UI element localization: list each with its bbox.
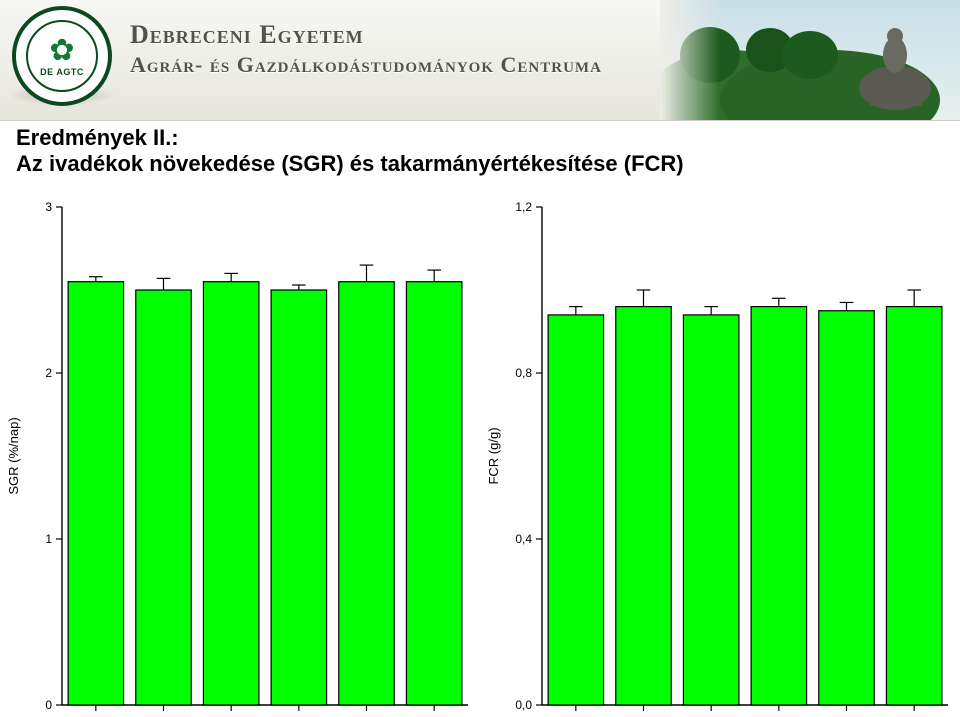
fcr-chart: 0,00,40,81,2FCR (g/g)KontrollCo50Mn50Zn5… — [480, 179, 960, 717]
slide-title: Eredmények II.: Az ivadékok növekedése (… — [0, 121, 960, 179]
svg-text:2: 2 — [45, 366, 52, 380]
svg-text:1: 1 — [45, 532, 52, 546]
university-crest: ✿ DE AGTC — [12, 6, 112, 106]
svg-text:3: 3 — [45, 200, 52, 214]
title-line1: Eredmények II.: — [16, 125, 944, 151]
banner-line1: Debreceni Egyetem — [130, 20, 602, 50]
banner-photo — [660, 0, 960, 120]
svg-text:FCR (g/g): FCR (g/g) — [486, 427, 501, 484]
university-banner: ✿ DE AGTC Debreceni Egyetem Agrár- és Ga… — [0, 0, 960, 121]
banner-line2: Agrár- és Gazdálkodástudományok Centruma — [130, 52, 602, 78]
sgr-chart: 0123SGR (%/nap)KontrollCo50Mn50Zn50CoZn5… — [0, 179, 480, 717]
svg-text:1,2: 1,2 — [515, 200, 532, 214]
svg-text:0,0: 0,0 — [515, 698, 532, 712]
svg-text:SGR (%/nap): SGR (%/nap) — [6, 417, 21, 494]
banner-text: Debreceni Egyetem Agrár- és Gazdálkodást… — [130, 20, 602, 78]
title-line2: Az ivadékok növekedése (SGR) és takarmán… — [16, 151, 944, 177]
svg-text:0,4: 0,4 — [515, 532, 532, 546]
crest-label: DE AGTC — [40, 67, 84, 77]
charts-row: 0123SGR (%/nap)KontrollCo50Mn50Zn50CoZn5… — [0, 179, 960, 717]
leaf-icon: ✿ — [49, 36, 74, 66]
svg-text:0: 0 — [45, 698, 52, 712]
svg-text:0,8: 0,8 — [515, 366, 532, 380]
